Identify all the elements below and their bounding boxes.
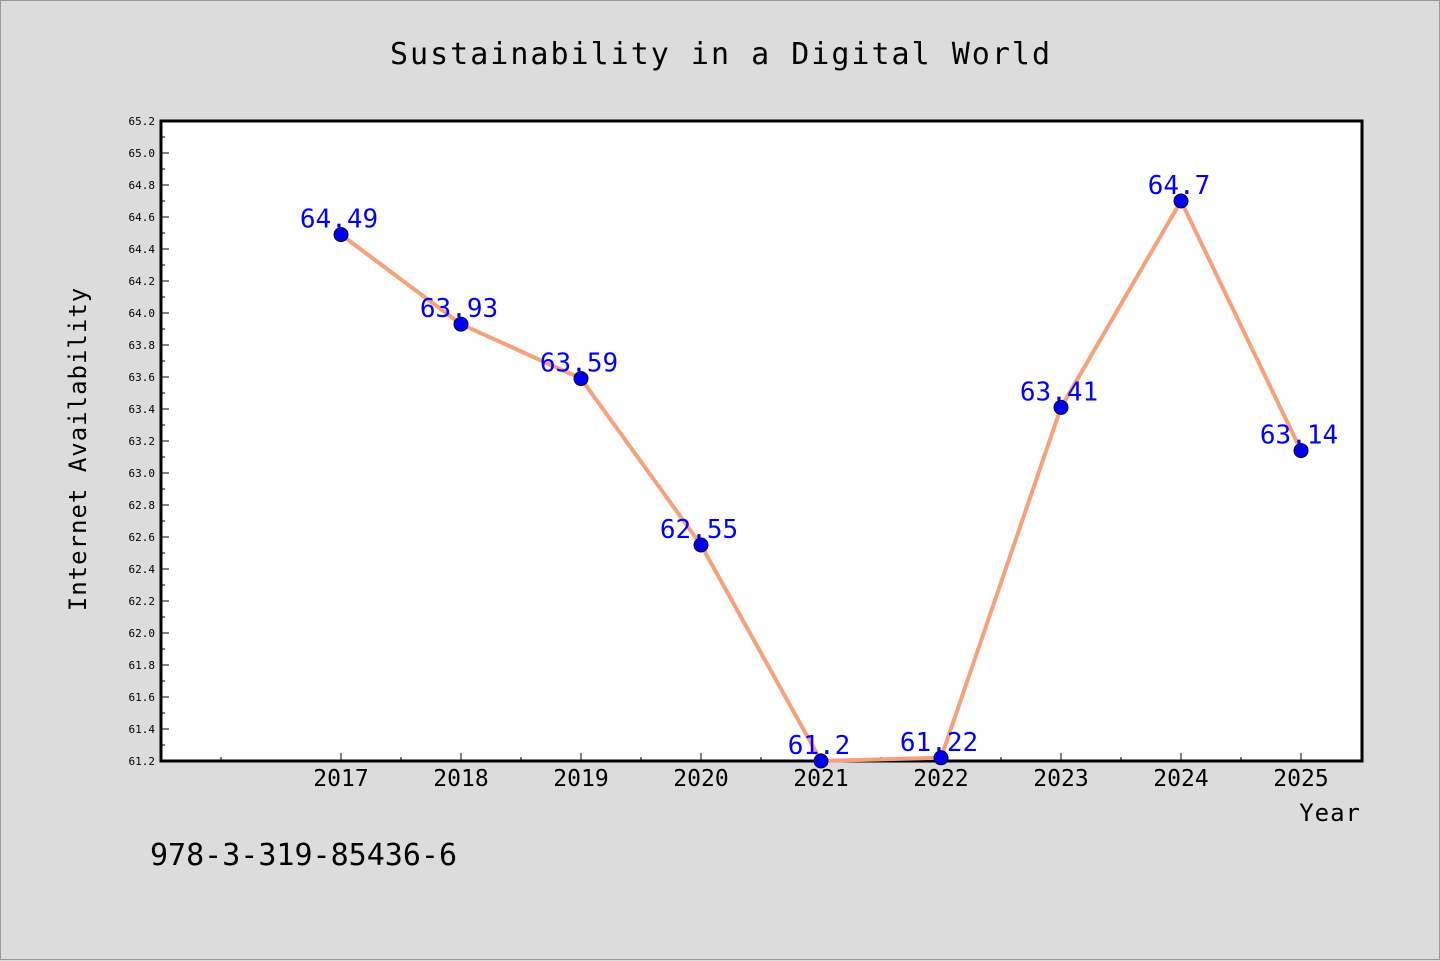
y-tick-label: 64.6 [129,211,156,224]
data-label: 61.22 [900,728,978,758]
y-tick-label: 62.8 [129,499,156,512]
data-label: 63.14 [1260,421,1338,451]
y-tick-label: 63.2 [129,435,156,448]
y-tick-label: 65.0 [129,147,156,160]
y-tick-label: 61.8 [129,659,156,672]
x-tick-label: 2019 [553,766,608,792]
y-tick-label: 63.4 [129,403,156,416]
x-axis-label: Year [1299,799,1361,827]
y-tick-label: 64.2 [129,275,156,288]
y-tick-label: 64.0 [129,307,156,320]
data-label: 63.41 [1020,377,1098,407]
data-point [933,750,949,766]
y-tick-label: 64.4 [129,243,156,256]
data-label: 63.93 [420,294,498,324]
data-point [1053,399,1069,415]
x-tick-label: 2020 [673,766,728,792]
x-tick-label: 2023 [1033,766,1088,792]
y-tick-label: 61.4 [129,723,156,736]
y-tick-label: 61.6 [129,691,156,704]
x-tick-label: 2018 [433,766,488,792]
data-label: 64.7 [1148,171,1211,201]
y-tick-label: 62.0 [129,627,156,640]
y-tick-label: 62.2 [129,595,156,608]
data-label: 62.55 [660,515,738,545]
data-point [693,537,709,553]
y-tick-label: 63.6 [129,371,156,384]
y-tick-label: 62.4 [129,563,156,576]
x-tick-label: 2022 [913,766,968,792]
data-point [1173,193,1189,209]
data-label: 63.59 [540,349,618,379]
x-tick-label: 2025 [1273,766,1328,792]
footer-identifier: 978-3-319-85436-6 [150,838,457,873]
y-tick-label: 65.2 [129,115,156,128]
y-tick-label: 62.6 [129,531,156,544]
chart-title: Sustainability in a Digital World [390,37,1052,72]
y-tick-label: 63.0 [129,467,156,480]
data-point [813,753,829,769]
series-group: 64.49 63.93 63.59 62.55 61.2 61.22 63.41 64.7 63… [300,171,1338,769]
data-point [1293,443,1309,459]
y-axis-label: Internet Availability [64,287,92,611]
y-tick-label: 63.8 [129,339,156,352]
y-tick-label: 61.2 [129,755,156,768]
data-point [333,227,349,243]
data-point [453,316,469,332]
y-axis: 61.2 61.4 61.6 61.8 62.0 62.2 62.4 62.6 62.8 63.0… [129,115,169,768]
y-tick-label: 64.8 [129,179,156,192]
data-label: 64.49 [300,205,378,235]
data-point [573,371,589,387]
data-label: 61.2 [788,731,851,761]
x-axis: 2017 2018 2019 2020 2021 2022 2023 2024 2025 [220,753,1362,792]
x-tick-label: 2017 [313,766,368,792]
x-tick-label: 2021 [793,766,848,792]
x-tick-label: 2024 [1153,766,1208,792]
